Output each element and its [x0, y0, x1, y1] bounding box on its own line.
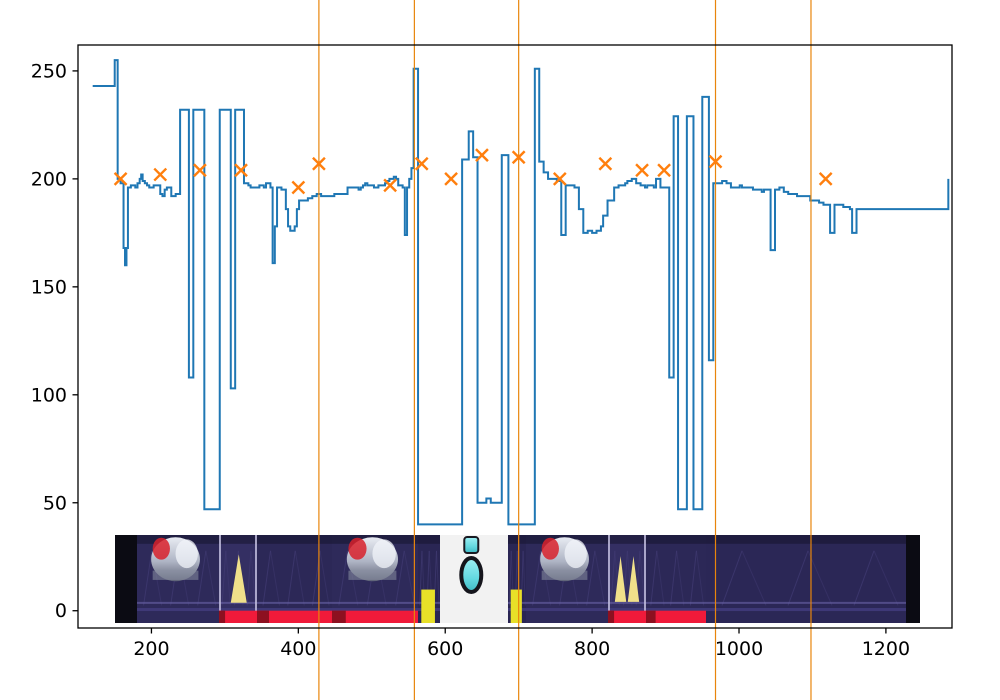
y-tick-label: 250: [31, 60, 67, 82]
peak-marker: [818, 172, 833, 186]
x-tick-label: 1200: [862, 638, 910, 660]
peak-marker: [383, 178, 397, 193]
peak-marker: [234, 163, 248, 178]
y-tick-label: 200: [31, 168, 67, 190]
x-tick-label: 400: [280, 638, 316, 660]
filmstrip-frame: [706, 535, 906, 623]
filmstrip-frame: [219, 535, 257, 623]
x-axis-ticks: 200 400 600 800 1000 1200: [133, 628, 910, 660]
filmstrip-frame: [332, 535, 418, 623]
y-tick-label: 0: [55, 600, 67, 622]
x-tick-label: 200: [133, 638, 169, 660]
filmstrip-frame: [418, 535, 440, 623]
axes-frame: [77, 44, 953, 629]
peak-marker: [312, 156, 326, 171]
peak-marker: [193, 163, 207, 178]
peak-marker: [414, 156, 429, 171]
filmstrip-frame: [137, 535, 219, 623]
peak-marker: [475, 148, 489, 162]
peak-marker: [511, 150, 526, 165]
peak-marker: [635, 163, 649, 178]
peak-marker: [153, 167, 168, 182]
signal-series: [92, 59, 950, 526]
peak-marker: [657, 163, 671, 178]
filmstrip-frame: [440, 535, 508, 623]
filmstrip-frame: [508, 535, 526, 623]
x-tick-label: 600: [427, 638, 463, 660]
y-axis-ticks: 0 50 100 150 200 250: [31, 60, 78, 622]
peak-markers: [113, 148, 833, 195]
series-line: [92, 59, 950, 526]
y-tick-label: 50: [43, 492, 67, 514]
filmstrip-frame: [646, 535, 706, 623]
filmstrip-frame: [257, 535, 332, 623]
x-tick-label: 1000: [715, 638, 763, 660]
x-tick-label: 800: [574, 638, 610, 660]
axis-spines: [77, 44, 953, 629]
filmstrip-frame: [115, 535, 137, 623]
video-frame-strip: [115, 535, 920, 623]
peak-marker: [444, 172, 458, 186]
plot-background: [78, 45, 952, 628]
peak-marker: [708, 154, 723, 169]
peak-marker: [291, 180, 306, 195]
peak-marker: [552, 172, 567, 186]
segment-boundary-lines: [318, 0, 812, 700]
y-tick-label: 150: [31, 276, 67, 298]
peak-marker: [598, 156, 613, 171]
peak-marker: [113, 172, 128, 186]
filmstrip-frame: [608, 535, 646, 623]
y-tick-label: 100: [31, 384, 67, 406]
filmstrip-frame: [906, 535, 920, 623]
filmstrip-frame: [526, 535, 608, 623]
